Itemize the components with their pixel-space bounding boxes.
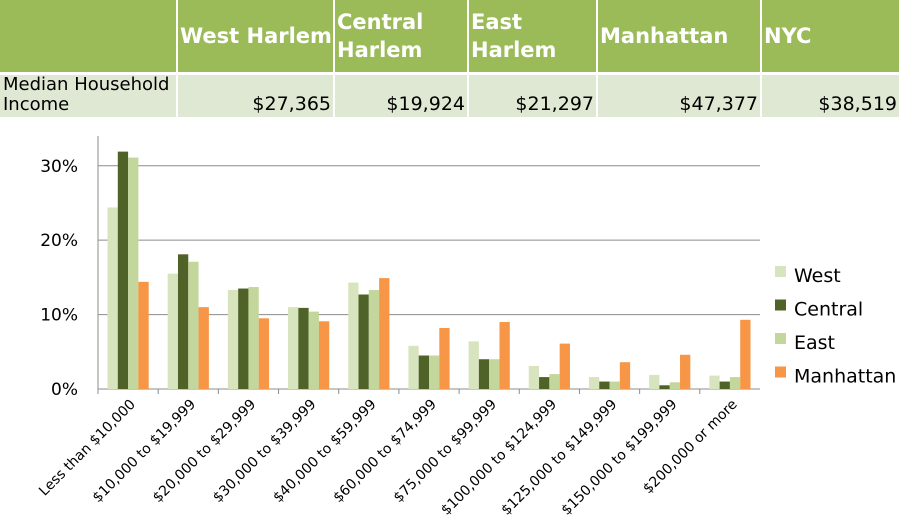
bar-central-5 <box>418 355 429 389</box>
bar-east-9 <box>669 382 681 389</box>
bar-west-8 <box>588 377 600 389</box>
table-header-west-harlem: West Harlem <box>178 0 335 72</box>
bar-manhattan-8 <box>619 362 631 389</box>
bar-central-7 <box>539 377 550 389</box>
bar-west-1 <box>167 273 178 389</box>
bar-east-7 <box>549 374 560 389</box>
bar-central-0 <box>117 151 129 389</box>
bar-central-9 <box>659 385 670 389</box>
bar-west-9 <box>649 374 660 389</box>
value-central-harlem: $19,924 <box>335 75 469 117</box>
bar-manhattan-0 <box>138 281 149 389</box>
bar-manhattan-1 <box>198 307 209 389</box>
bar-manhattan-5 <box>439 327 450 389</box>
x-category-label: Less than $10,000 <box>36 397 139 500</box>
y-tick-label: 10% <box>40 306 78 326</box>
bar-central-3 <box>298 307 309 389</box>
bar-west-5 <box>408 345 419 389</box>
y-tick-label: 30% <box>40 157 78 177</box>
legend-label-central: Central <box>794 299 863 321</box>
bar-west-6 <box>468 341 479 389</box>
x-category-label: $150,000 to $199,999 <box>559 397 681 519</box>
legend-swatch-central <box>775 299 786 311</box>
income-distribution-chart: 0% 10% 20% 30% Less than $10,000$10,000 to $… <box>36 136 896 519</box>
bar-east-4 <box>368 290 380 389</box>
table-header-manhattan: Manhattan <box>598 0 762 72</box>
bar-east-1 <box>188 261 199 389</box>
bar-west-3 <box>288 307 299 389</box>
x-category-label: $10,000 to $19,999 <box>90 397 199 506</box>
table-header-nyc: NYC <box>762 0 899 72</box>
x-category-label: $30,000 to $39,999 <box>210 397 319 506</box>
bar-manhattan-10 <box>740 319 751 389</box>
bar-manhattan-6 <box>499 322 510 389</box>
bar-east-0 <box>128 157 139 389</box>
y-tick-label: 20% <box>40 231 78 251</box>
bar-west-10 <box>709 375 720 389</box>
bar-west-4 <box>348 282 359 389</box>
bar-central-2 <box>238 288 249 389</box>
bar-central-1 <box>177 254 189 389</box>
value-nyc: $38,519 <box>762 75 899 117</box>
legend-swatch-west <box>775 266 786 277</box>
legend-swatch-east <box>775 333 786 344</box>
median-income-label: Median Household Income <box>0 75 178 117</box>
table-header-east-harlem: East Harlem <box>469 0 598 72</box>
y-tick-label: 0% <box>51 380 78 400</box>
x-category-label: $75,000 to $99,999 <box>391 397 500 506</box>
legend-label-west: West <box>794 265 841 287</box>
x-category-label: $60,000 to $74,999 <box>330 397 439 506</box>
bar-central-4 <box>358 294 369 389</box>
bar-east-6 <box>489 359 500 389</box>
bar-central-10 <box>719 381 730 389</box>
bar-east-8 <box>609 381 620 389</box>
bar-manhattan-3 <box>318 321 330 389</box>
x-category-label: $100,000 to $124,999 <box>438 397 560 519</box>
bar-manhattan-2 <box>258 318 270 389</box>
value-west-harlem: $27,365 <box>178 75 335 117</box>
bar-east-2 <box>248 287 259 389</box>
value-east-harlem: $21,297 <box>469 75 598 117</box>
bar-manhattan-7 <box>559 343 570 389</box>
bar-west-7 <box>528 365 540 389</box>
table-header-central-harlem: Central Harlem <box>335 0 469 72</box>
bar-central-6 <box>478 359 490 389</box>
bar-west-0 <box>107 207 118 389</box>
income-table: West Harlem Central Harlem East Harlem M… <box>0 0 923 117</box>
bar-central-8 <box>599 381 610 389</box>
bar-east-5 <box>429 355 440 389</box>
value-manhattan: $47,377 <box>598 75 762 117</box>
bar-east-10 <box>729 377 741 389</box>
legend-swatch-manhattan <box>775 366 786 378</box>
table-header-empty <box>0 0 178 72</box>
x-category-label: $125,000 to $149,999 <box>498 397 620 519</box>
legend-label-manhattan: Manhattan <box>794 366 896 388</box>
table-header-row: West Harlem Central Harlem East Harlem M… <box>0 0 923 72</box>
x-category-label: $20,000 to $29,999 <box>150 397 259 506</box>
bar-manhattan-4 <box>379 278 390 389</box>
bar-east-3 <box>308 311 319 389</box>
bar-west-2 <box>227 290 239 389</box>
bar-manhattan-9 <box>680 354 691 389</box>
legend-label-east: East <box>794 332 835 354</box>
x-category-label: $40,000 to $59,999 <box>270 397 379 506</box>
